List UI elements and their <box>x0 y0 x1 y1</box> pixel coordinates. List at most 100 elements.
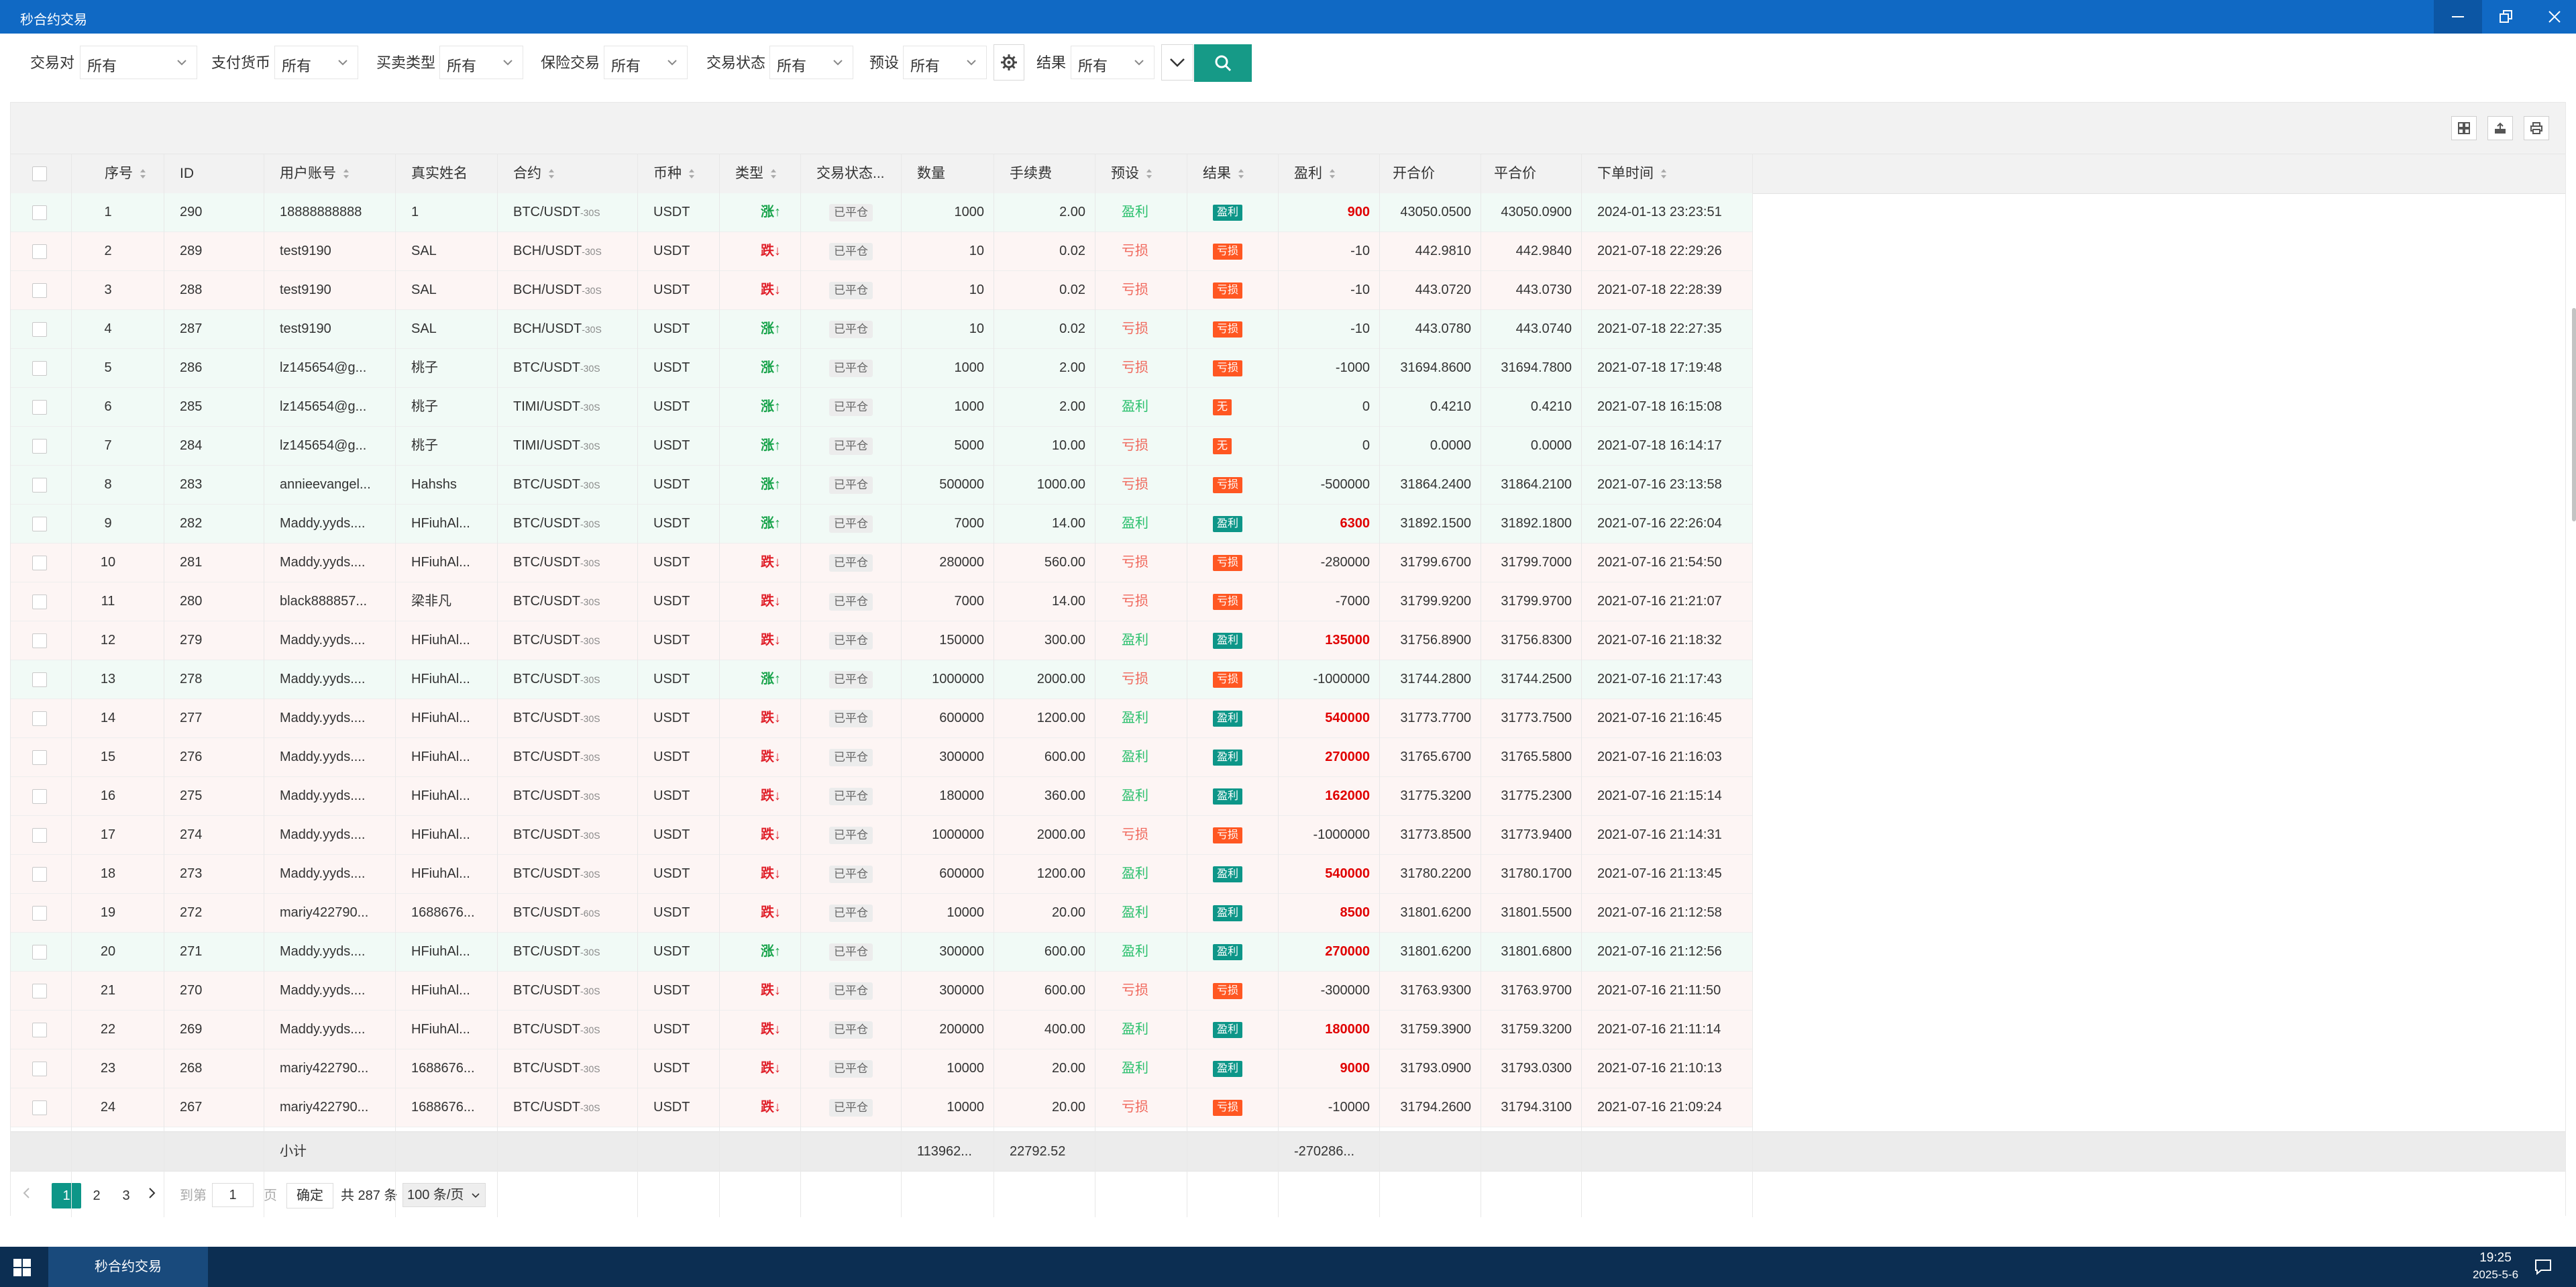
row-checkbox[interactable] <box>32 1062 47 1076</box>
goto-page-input[interactable]: 1 <box>212 1183 254 1207</box>
table-row[interactable]: 1 290 18888888888 1 BTC/USDT-30S USDT 涨↑ 已平仓 100… <box>11 193 1752 232</box>
row-checkbox[interactable] <box>32 322 47 337</box>
row-checkbox[interactable] <box>32 906 47 921</box>
table-row[interactable]: 19 272 mariy422790... 1688676... BTC/USDT-60… <box>11 894 1752 933</box>
settings-button[interactable] <box>994 44 1024 81</box>
col-header-no[interactable]: 序号 <box>105 154 146 193</box>
row-id: 269 <box>180 1022 203 1037</box>
row-checkbox[interactable] <box>32 517 47 531</box>
table-row[interactable]: 9 282 Maddy.yyds.... HFiuhAl... BTC/USDT-30S… <box>11 505 1752 544</box>
table-row[interactable]: 23 268 mariy422790... 1688676... BTC/USDT-30… <box>11 1049 1752 1088</box>
table-row[interactable]: 17 274 Maddy.yyds.... HFiuhAl... BTC/USDT-30… <box>11 816 1752 855</box>
row-preset: 盈利 <box>1122 205 1148 219</box>
row-checkbox[interactable] <box>32 828 47 843</box>
row-checkbox[interactable] <box>32 789 47 804</box>
restore-button[interactable] <box>2482 0 2530 34</box>
row-checkbox[interactable] <box>32 1023 47 1037</box>
filter-status-select[interactable]: 所有 <box>769 46 853 79</box>
close-button[interactable] <box>2530 0 2576 34</box>
taskbar-app[interactable]: 秒合约交易 <box>48 1247 208 1287</box>
page-button-2[interactable]: 2 <box>93 1188 101 1203</box>
table-row[interactable]: 6 285 lz145654@g... 桃子 TIMI/USDT-30S USDT 涨↑ 已平… <box>11 388 1752 427</box>
table-row[interactable]: 13 278 Maddy.yyds.... HFiuhAl... BTC/USDT-30… <box>11 660 1752 699</box>
filter-result-select[interactable]: 所有 <box>1071 46 1155 79</box>
filter-side-select[interactable]: 所有 <box>439 46 523 79</box>
vertical-scrollbar[interactable] <box>2572 308 2576 521</box>
row-checkbox[interactable] <box>32 672 47 687</box>
row-checkbox[interactable] <box>32 984 47 998</box>
table-row[interactable]: 21 270 Maddy.yyds.... HFiuhAl... BTC/USDT-30… <box>11 972 1752 1011</box>
row-checkbox[interactable] <box>32 205 47 220</box>
next-page-button[interactable] <box>144 1183 161 1208</box>
table-row[interactable]: 16 275 Maddy.yyds.... HFiuhAl... BTC/USDT-30… <box>11 777 1752 816</box>
row-checkbox[interactable] <box>32 1100 47 1115</box>
filter-insurance-select[interactable]: 所有 <box>604 46 688 79</box>
row-checkbox[interactable] <box>32 556 47 570</box>
filter-preset-select[interactable]: 所有 <box>903 46 987 79</box>
row-checkbox[interactable] <box>32 361 47 376</box>
table-row[interactable]: 22 269 Maddy.yyds.... HFiuhAl... BTC/USDT-30… <box>11 1011 1752 1049</box>
col-header-profit[interactable]: 盈利 <box>1294 154 1336 193</box>
row-result: 盈利 <box>1213 193 1243 231</box>
row-checkbox[interactable] <box>32 595 47 609</box>
page-button-3[interactable]: 3 <box>122 1188 130 1203</box>
notification-button[interactable] <box>2534 1259 2552 1279</box>
select-all-checkbox[interactable] <box>32 166 47 181</box>
table-row[interactable]: 2 289 test9190 SAL BCH/USDT-30S USDT 跌↓ 已平仓 10 0.… <box>11 232 1752 271</box>
filter-pair-select[interactable]: 所有 <box>80 46 197 79</box>
row-checkbox[interactable] <box>32 867 47 882</box>
filter-currency-select[interactable]: 所有 <box>274 46 358 79</box>
table-row[interactable]: 11 280 black888857... 梁非凡 BTC/USDT-30S USDT 跌↓… <box>11 582 1752 621</box>
row-checkbox[interactable] <box>32 945 47 960</box>
print-button[interactable] <box>2524 116 2549 140</box>
row-checkbox[interactable] <box>32 478 47 493</box>
row-close-price: 0.0000 <box>1530 438 1572 453</box>
col-header-preset[interactable]: 预设 <box>1111 154 1152 193</box>
row-order-time: 2021-07-16 21:14:31 <box>1597 827 1722 842</box>
status-badge: 已平仓 <box>829 242 873 260</box>
row-number: 24 <box>100 1100 116 1115</box>
row-checkbox[interactable] <box>32 400 47 415</box>
table-row[interactable]: 24 267 mariy422790... 1688676... BTC/USDT-30… <box>11 1088 1752 1127</box>
col-header-contract[interactable]: 合约 <box>513 154 555 193</box>
table-row[interactable]: 10 281 Maddy.yyds.... HFiuhAl... BTC/USDT-30… <box>11 544 1752 582</box>
notification-icon <box>2535 1259 2551 1276</box>
table-row[interactable]: 15 276 Maddy.yyds.... HFiuhAl... BTC/USDT-30… <box>11 738 1752 777</box>
col-header-result[interactable]: 结果 <box>1203 154 1244 193</box>
table-row[interactable]: 18 273 Maddy.yyds.... HFiuhAl... BTC/USDT-30… <box>11 855 1752 894</box>
row-checkbox[interactable] <box>32 244 47 259</box>
row-direction: 涨↑ <box>761 944 781 959</box>
prev-page-button[interactable] <box>17 1183 35 1208</box>
page-size-select[interactable]: 100 条/页 <box>402 1183 486 1207</box>
column-filter-button[interactable] <box>2451 116 2477 140</box>
goto-confirm-button[interactable]: 确定 <box>286 1183 333 1208</box>
row-checkbox[interactable] <box>32 439 47 454</box>
table-row[interactable]: 3 288 test9190 SAL BCH/USDT-30S USDT 跌↓ 已平仓 10 0.… <box>11 271 1752 310</box>
search-button[interactable] <box>1194 44 1252 82</box>
export-button[interactable] <box>2487 116 2513 140</box>
table-row[interactable]: 5 286 lz145654@g... 桃子 BTC/USDT-30S USDT 涨↑ 已平仓… <box>11 349 1752 388</box>
start-button[interactable] <box>13 1259 31 1280</box>
col-header-type[interactable]: 类型 <box>735 154 777 193</box>
col-header-account[interactable]: 用户账号 <box>280 154 350 193</box>
status-badge: 已平仓 <box>829 437 873 455</box>
row-result: 无 <box>1213 388 1232 426</box>
row-account: test9190 <box>280 282 331 297</box>
page-button-1[interactable]: 1 <box>52 1183 81 1208</box>
col-header-order-time[interactable]: 下单时间 <box>1597 154 1667 193</box>
row-qty: 600000 <box>939 866 984 881</box>
table-row[interactable]: 20 271 Maddy.yyds.... HFiuhAl... BTC/USDT-30… <box>11 933 1752 972</box>
expand-filters-button[interactable] <box>1161 44 1193 81</box>
table-row[interactable]: 12 279 Maddy.yyds.... HFiuhAl... BTC/USDT-30… <box>11 621 1752 660</box>
row-checkbox[interactable] <box>32 750 47 765</box>
row-checkbox[interactable] <box>32 633 47 648</box>
table-row[interactable]: 8 283 annieevangel... Hahshs BTC/USDT-30S USD… <box>11 466 1752 505</box>
row-currency: USDT <box>653 321 690 336</box>
table-row[interactable]: 7 284 lz145654@g... 桃子 TIMI/USDT-30S USDT 涨↑ 已平… <box>11 427 1752 466</box>
minimize-button[interactable] <box>2434 0 2482 34</box>
row-checkbox[interactable] <box>32 711 47 726</box>
table-row[interactable]: 14 277 Maddy.yyds.... HFiuhAl... BTC/USDT-30… <box>11 699 1752 738</box>
row-checkbox[interactable] <box>32 283 47 298</box>
table-row[interactable]: 4 287 test9190 SAL BCH/USDT-30S USDT 涨↑ 已平仓 10 0.… <box>11 310 1752 349</box>
col-header-currency[interactable]: 币种 <box>653 154 695 193</box>
